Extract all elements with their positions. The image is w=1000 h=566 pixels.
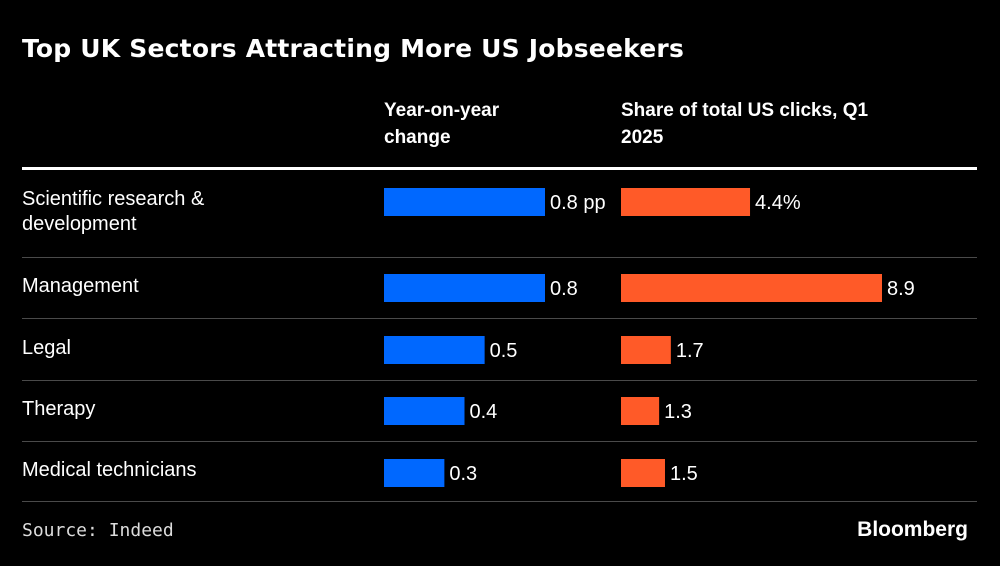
share-bar bbox=[621, 188, 751, 216]
column-header-yoy-line1: Year-on-year bbox=[384, 100, 500, 121]
source-note: Source: Indeed bbox=[22, 520, 174, 541]
row-divider bbox=[22, 257, 977, 258]
yoy-change-bar bbox=[384, 459, 445, 487]
yoy-change-value-label: 0.8 bbox=[550, 278, 578, 300]
share-value-label: 1.5 bbox=[670, 463, 698, 485]
yoy-change-value-label: 0.4 bbox=[470, 401, 498, 423]
chart-title: Top UK Sectors Attracting More US Jobsee… bbox=[22, 34, 685, 63]
row-label: Legal bbox=[22, 337, 71, 359]
row-divider bbox=[22, 501, 977, 502]
row-label: Management bbox=[22, 275, 139, 297]
column-header-yoy: Year-on-year change bbox=[384, 97, 499, 151]
column-header-share-line1: Share of total US clicks, Q1 bbox=[621, 100, 869, 121]
share-bar bbox=[621, 397, 660, 425]
yoy-change-value-label: 0.5 bbox=[490, 340, 518, 362]
row-label: Scientific research & development bbox=[22, 187, 204, 237]
yoy-change-value-label: 0.3 bbox=[449, 463, 477, 485]
row-divider bbox=[22, 380, 977, 381]
column-header-share: Share of total US clicks, Q1 2025 bbox=[621, 97, 868, 151]
yoy-change-value-label: 0.8 pp bbox=[550, 192, 606, 214]
yoy-change-bar bbox=[384, 397, 465, 425]
row-label-line1: Scientific research & bbox=[22, 188, 205, 210]
header-divider bbox=[22, 167, 977, 170]
share-value-label: 4.4% bbox=[755, 192, 801, 214]
share-bar bbox=[621, 274, 882, 302]
yoy-change-bar bbox=[384, 274, 545, 302]
row-label: Therapy bbox=[22, 398, 96, 420]
row-divider bbox=[22, 441, 977, 442]
column-header-yoy-line2: change bbox=[384, 127, 451, 148]
column-header-share-line2: 2025 bbox=[621, 127, 664, 148]
share-value-label: 1.3 bbox=[664, 401, 692, 423]
yoy-change-bar bbox=[384, 336, 485, 364]
share-value-label: 8.9 bbox=[887, 278, 915, 300]
row-divider bbox=[22, 318, 977, 319]
row-label-line2: development bbox=[22, 213, 137, 235]
share-bar bbox=[621, 336, 671, 364]
row-label: Medical technicians bbox=[22, 459, 197, 481]
share-bar bbox=[621, 459, 665, 487]
share-value-label: 1.7 bbox=[676, 340, 704, 362]
yoy-change-bar bbox=[384, 188, 545, 216]
bloomberg-logo: Bloomberg bbox=[857, 518, 968, 541]
